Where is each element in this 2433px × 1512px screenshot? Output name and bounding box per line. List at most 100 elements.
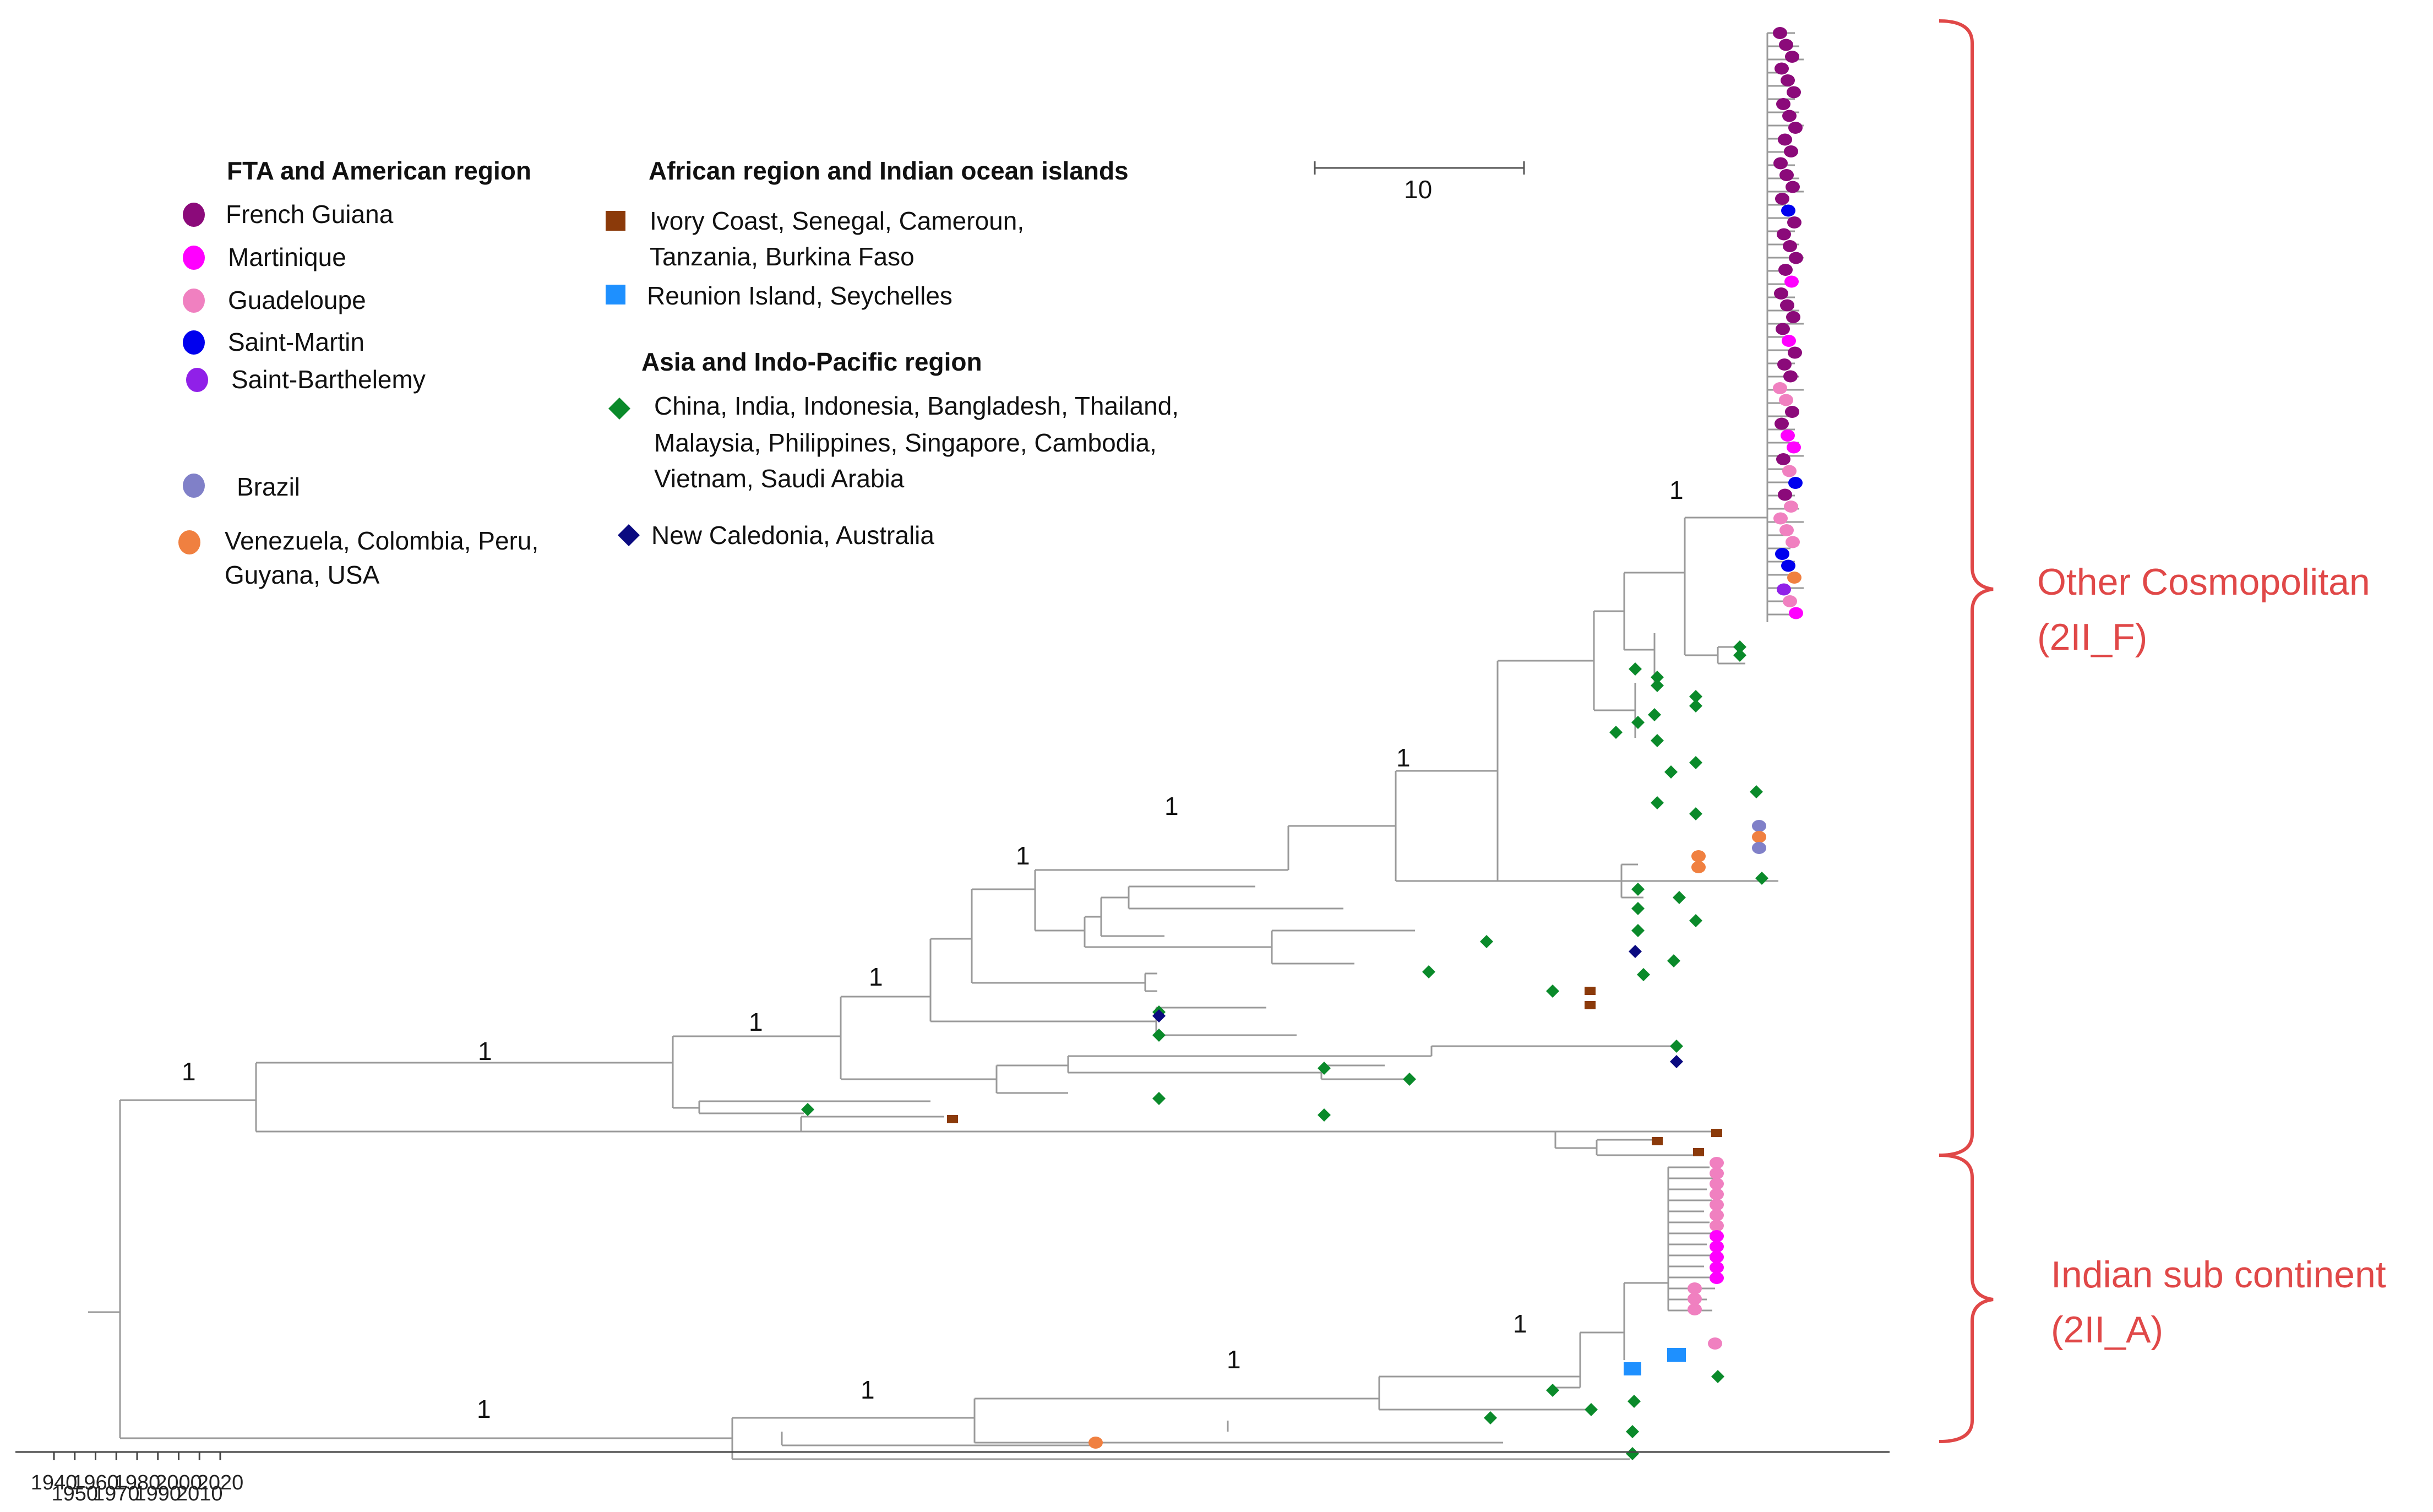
tip-marker: [1664, 765, 1678, 779]
tip-marker: [1710, 1209, 1724, 1221]
tip-marker: [1773, 382, 1787, 394]
scale-bar: 10: [1314, 161, 1525, 204]
tip-marker: [1152, 1029, 1166, 1042]
support-value: 1: [182, 1057, 196, 1086]
tip-marker: [1789, 252, 1803, 264]
legend-item-label: China, India, Indonesia, Bangladesh, Tha…: [654, 391, 1179, 420]
tip-marker: [1775, 417, 1789, 430]
legend-marker: [606, 285, 625, 304]
tip-marker: [1779, 169, 1794, 181]
tip-marker: [1777, 358, 1792, 371]
legend-item-label: Malaysia, Philippines, Singapore, Cambod…: [654, 428, 1157, 457]
legend-marker: [606, 211, 625, 231]
tip-marker: [1775, 62, 1789, 75]
tip-marker: [1403, 1073, 1416, 1086]
tip-marker: [1777, 228, 1791, 241]
support-value: 1: [1227, 1345, 1241, 1374]
tip-marker: [1631, 924, 1645, 937]
tip-marker: [1750, 785, 1763, 798]
tip-marker: [1710, 1261, 1724, 1274]
tip-marker: [1733, 649, 1746, 662]
tip-marker: [1783, 240, 1797, 252]
tip-marker: [1733, 640, 1746, 654]
tip-marker: [1631, 902, 1645, 915]
tip-marker: [1710, 1188, 1724, 1200]
tip-marker: [1609, 726, 1623, 739]
support-value: 1: [1164, 792, 1179, 820]
legend-item-label: Vietnam, Saudi Arabia: [654, 464, 905, 493]
tip-marker: [1628, 1395, 1641, 1408]
legend-heading: African region and Indian ocean islands: [649, 156, 1129, 185]
legend-asia: Asia and Indo-Pacific region China, Indi…: [608, 347, 1179, 550]
tip-marker: [1786, 311, 1800, 323]
support-values: 1 1 1 1 1 1 1 1 1 1 1 1: [182, 476, 1684, 1423]
tip-marker: [1688, 1293, 1702, 1305]
tip-marker: [1689, 914, 1702, 927]
tip-marker: [1787, 572, 1801, 584]
tip-marker: [1780, 299, 1794, 312]
tip-marker: [1784, 501, 1798, 513]
tip-marker: [1691, 850, 1706, 862]
tip-marker: [1670, 1055, 1683, 1068]
tip-marker: [1787, 86, 1801, 99]
axis-tick-label: 1980: [114, 1471, 161, 1494]
tip-marker: [1778, 264, 1793, 276]
tip-marker: [1624, 1362, 1641, 1375]
axis-tick-label: 2000: [155, 1471, 202, 1494]
tip-marker: [1651, 679, 1664, 692]
tip-marker: [1781, 204, 1795, 217]
support-value: 1: [1396, 743, 1411, 772]
support-value: 1: [869, 962, 883, 991]
tip-marker: [1755, 872, 1768, 885]
tip-marker: [1673, 891, 1686, 904]
tip-marker: [1318, 1062, 1331, 1075]
tip-marker: [1546, 1384, 1559, 1397]
tip-marker: [1480, 935, 1493, 948]
tip-marker: [1781, 429, 1795, 442]
tip-marker: [1779, 39, 1793, 51]
tip-marker: [1651, 671, 1664, 684]
tip-marker: [1626, 1425, 1639, 1438]
tip-marker: [1689, 690, 1702, 703]
tip-marker: [1783, 595, 1797, 607]
legend-item-label: French Guiana: [226, 200, 394, 229]
legend-african: African region and Indian ocean islands …: [606, 156, 1129, 310]
tip-marker: [1629, 945, 1642, 958]
tip-marker: [1779, 524, 1794, 536]
clade-label: (2II_A): [2051, 1309, 2163, 1351]
tip-marker: [1688, 1303, 1702, 1315]
tip-marker: [1585, 1001, 1596, 1009]
tip-marker: [1782, 465, 1797, 477]
tip-marker: [801, 1103, 814, 1116]
tip-marker: [947, 1115, 958, 1123]
legend-marker: [618, 524, 640, 546]
tip-marker: [1785, 51, 1799, 63]
support-value: 1: [1513, 1309, 1527, 1338]
legend-marker: [183, 474, 205, 498]
tip-marker: [1710, 1230, 1724, 1242]
legend-american: FTA and American region French Guiana Ma…: [178, 156, 538, 589]
tip-marker: [1787, 216, 1801, 229]
tip-marker: [1711, 1370, 1724, 1383]
tip-marker: [1786, 181, 1800, 193]
tip-marker: [1776, 98, 1790, 110]
tip-marker: [1710, 1241, 1724, 1253]
axis-tick-label: 1950: [51, 1482, 98, 1505]
axis-tick-label: 2010: [176, 1482, 223, 1505]
legend-item-label: Saint-Barthelemy: [231, 365, 426, 394]
tip-marker: [1670, 1040, 1683, 1053]
tip-marker: [1688, 1282, 1702, 1295]
tip-marker: [1752, 831, 1766, 843]
legend-marker: [608, 398, 630, 420]
clade-bracket-cosmopolitan: [1939, 19, 1994, 1157]
tip-marker: [1710, 1272, 1724, 1284]
axis-tick-label: 1970: [93, 1482, 140, 1505]
tip-marker: [1693, 1148, 1704, 1156]
tip-marker: [1773, 512, 1788, 525]
tree-tip-markers: [801, 27, 1803, 1460]
legend-item-label: New Caledonia, Australia: [651, 521, 934, 550]
tip-marker: [1778, 488, 1792, 501]
legend-item-label: Ivory Coast, Senegal, Cameroun,: [650, 206, 1024, 235]
legend-marker: [183, 289, 205, 313]
tip-marker: [1710, 1220, 1724, 1232]
